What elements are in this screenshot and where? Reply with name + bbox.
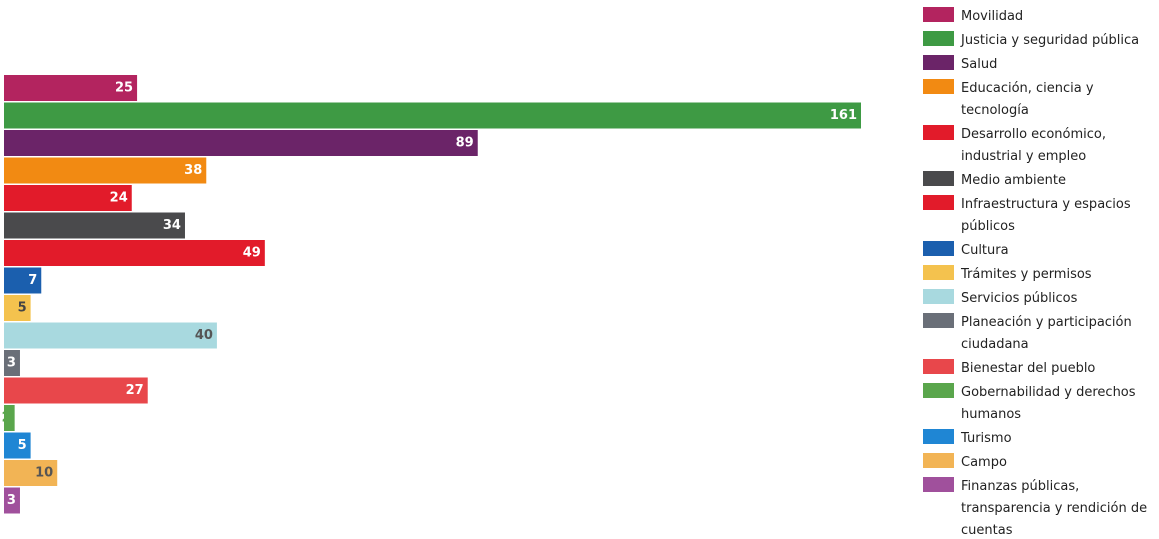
legend-swatch-4 bbox=[923, 79, 954, 94]
legend-swatch-9 bbox=[923, 265, 954, 280]
legend-label-10: Servicios públicos bbox=[961, 291, 1078, 306]
legend-label-12: Bienestar del pueblo bbox=[961, 361, 1095, 376]
bar-9 bbox=[4, 295, 31, 321]
legend-swatch-16 bbox=[923, 477, 954, 492]
legend-label-13: Gobernabilidad y derechos humanos bbox=[961, 385, 1136, 422]
bar-value-label-1: 25 bbox=[115, 81, 133, 96]
bar-value-label-13: 2 bbox=[2, 411, 11, 426]
legend-label-5: Desarrollo económico, industrial y empleo bbox=[961, 127, 1106, 164]
bar-5 bbox=[4, 185, 132, 211]
legend-swatch-6 bbox=[923, 171, 954, 186]
bar-10 bbox=[4, 322, 217, 349]
legend-swatch-12 bbox=[923, 359, 954, 374]
bar-value-label-16: 3 bbox=[7, 493, 16, 508]
bar-2 bbox=[4, 102, 861, 129]
legend-swatch-7 bbox=[923, 195, 954, 210]
legend-swatch-13 bbox=[923, 383, 954, 398]
bar-15 bbox=[4, 460, 58, 486]
bar-value-label-5: 24 bbox=[110, 191, 128, 206]
legend-swatch-5 bbox=[923, 125, 954, 140]
bar-value-label-6: 34 bbox=[163, 218, 181, 233]
legend-label-8: Cultura bbox=[961, 243, 1009, 258]
legend-label-3: Salud bbox=[961, 57, 997, 72]
legend-swatch-8 bbox=[923, 241, 954, 256]
bar-value-label-8: 7 bbox=[28, 273, 37, 288]
legend-swatch-1 bbox=[923, 7, 954, 22]
bar-3 bbox=[4, 130, 478, 156]
legend-swatch-15 bbox=[923, 453, 954, 468]
legend: Movilidad Justicia y seguridad pública Sal… bbox=[923, 7, 1147, 538]
legend-label-6: Medio ambiente bbox=[961, 173, 1066, 188]
bar-value-label-15: 10 bbox=[35, 466, 53, 481]
bar-11 bbox=[4, 350, 20, 376]
bar-16 bbox=[4, 487, 20, 514]
legend-label-14: Turismo bbox=[960, 431, 1012, 446]
bar-value-label-4: 38 bbox=[184, 163, 202, 178]
bar-value-label-14: 5 bbox=[18, 438, 27, 453]
bar-value-label-2: 161 bbox=[830, 108, 857, 123]
bar-value-label-12: 27 bbox=[126, 383, 144, 398]
legend-swatch-10 bbox=[923, 289, 954, 304]
legend-swatch-14 bbox=[923, 429, 954, 444]
bar-value-label-11: 3 bbox=[7, 356, 16, 371]
legend-label-16: Finanzas públicas, transparencia y rendic… bbox=[961, 479, 1147, 538]
legend-label-4: Educación, ciencia y tecnología bbox=[961, 81, 1094, 118]
bar-4 bbox=[4, 157, 207, 184]
bar-12 bbox=[4, 377, 148, 404]
legend-label-15: Campo bbox=[961, 455, 1007, 470]
legend-label-7: Infraestructura y espacios públicos bbox=[961, 197, 1131, 234]
bar-6 bbox=[4, 212, 185, 239]
bar-value-label-3: 89 bbox=[456, 136, 474, 151]
legend-label-1: Movilidad bbox=[961, 9, 1023, 24]
legend-swatch-11 bbox=[923, 313, 954, 328]
legend-label-11: Planeación y participación ciudadana bbox=[961, 315, 1132, 352]
bar-1 bbox=[4, 75, 138, 101]
legend-label-2: Justicia y seguridad pública bbox=[960, 33, 1139, 48]
legend-swatch-3 bbox=[923, 55, 954, 70]
legend-swatch-2 bbox=[923, 31, 954, 46]
bar-14 bbox=[4, 432, 31, 459]
bar-value-label-7: 49 bbox=[243, 246, 261, 261]
bar-8 bbox=[4, 267, 42, 294]
bar-7 bbox=[4, 240, 265, 266]
bar-13 bbox=[4, 405, 15, 431]
legend-label-9: Trámites y permisos bbox=[960, 267, 1092, 282]
bar-value-label-9: 5 bbox=[18, 301, 27, 316]
bar-value-label-10: 40 bbox=[195, 328, 213, 343]
